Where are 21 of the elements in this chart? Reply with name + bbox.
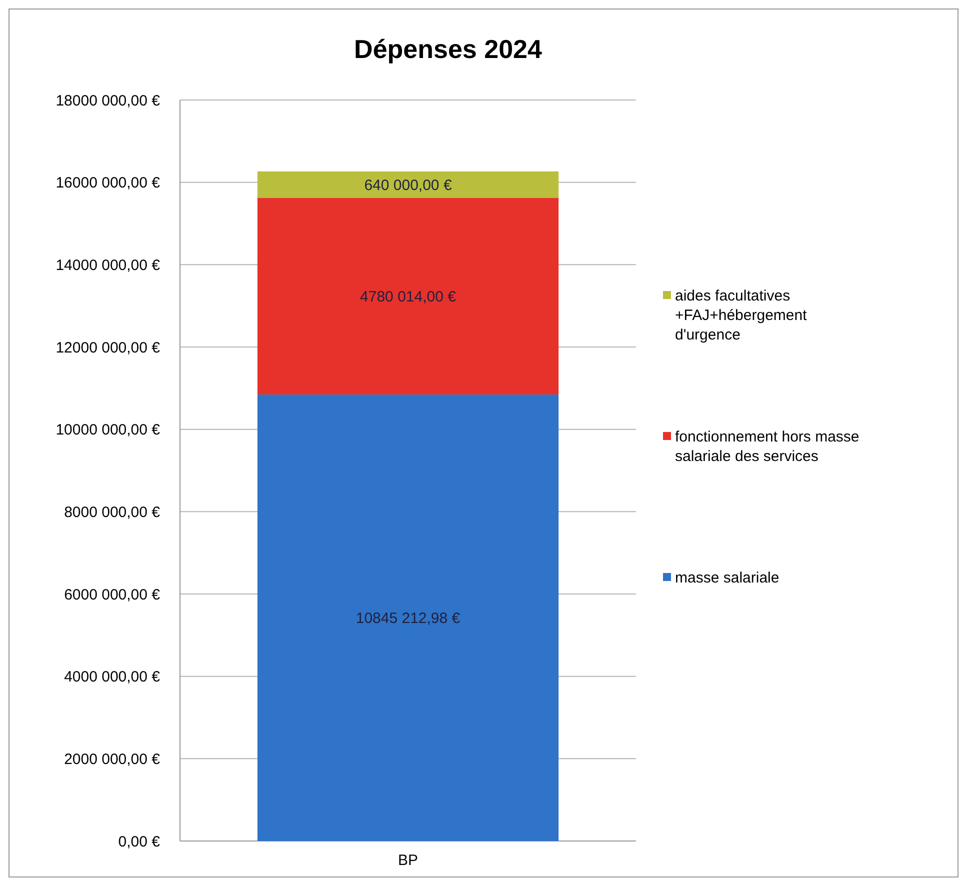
y-tick-label: 6000 000,00 € (64, 586, 161, 604)
legend-label: aides facultatives +FAJ+hébergement d'urgence (675, 287, 808, 344)
x-tick-label: BP (398, 852, 418, 869)
data-label: 640 000,00 € (364, 176, 452, 194)
chart-title: Dépenses 2024 (354, 34, 542, 64)
y-tick-label: 0,00 € (118, 833, 161, 850)
y-tick-label: 8000 000,00 € (64, 504, 161, 521)
y-tick-label: 2000 000,00 € (64, 750, 161, 768)
data-label: 4780 014,00 € (360, 288, 457, 306)
bar (257, 394, 559, 841)
y-tick-label: 10000 000,00 € (56, 422, 161, 439)
y-tick-label: 16000 000,00 € (56, 174, 161, 192)
legend-label: fonctionnement hors masse salariale des services (675, 428, 860, 465)
y-tick-label: 12000 000,00 € (56, 339, 161, 356)
legend-label: masse salariale (675, 569, 780, 586)
data-label: 10845 212,98 € (356, 610, 461, 628)
bar (257, 171, 559, 198)
y-tick-label: 18000 000,00 € (56, 92, 161, 110)
bar (257, 198, 559, 395)
y-tick-label: 14000 000,00 € (56, 256, 161, 274)
y-tick-label: 4000 000,00 € (64, 668, 161, 686)
